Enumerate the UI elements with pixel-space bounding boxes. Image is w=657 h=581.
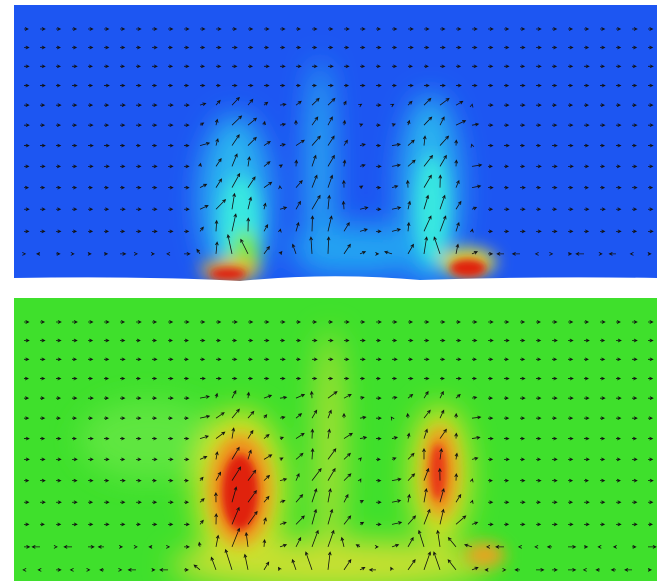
- ground: [14, 276, 657, 285]
- top-panel: [14, 5, 657, 285]
- page: (() => { const data = JSON.parse(documen…: [0, 0, 657, 581]
- figure: [0, 0, 657, 581]
- bottom-panel: [14, 298, 657, 581]
